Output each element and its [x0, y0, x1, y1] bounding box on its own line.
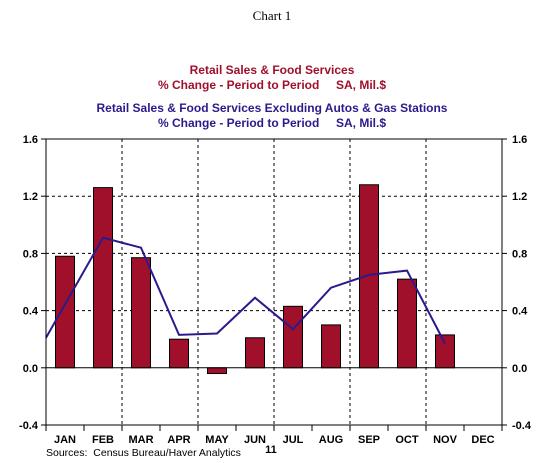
x-label-nov: NOV — [433, 434, 458, 446]
y-label-right-3: 0.8 — [512, 248, 527, 260]
x-axis: JAN FEB MAR APR MAY JUN JUL AUG SEP OCT NOV DEC — [54, 434, 495, 446]
title-line-3: Retail Sales & Food Services Excluding A… — [97, 101, 448, 115]
source-note: Sources: Census Bureau/Haver Analytics — [46, 447, 241, 459]
x-label-feb: FEB — [92, 434, 114, 446]
line-series — [45, 236, 446, 344]
x-label-apr: APR — [167, 434, 190, 446]
bar-nov — [435, 334, 455, 369]
y-label-right-1: 0.0 — [512, 363, 527, 375]
x-label-oct: OCT — [395, 434, 419, 446]
title-line-4: % Change - Period to Period SA, Mil.$ — [158, 116, 386, 130]
bar-jan — [55, 255, 75, 369]
bar-jul — [283, 305, 303, 369]
y-label-left-2: 0.4 — [23, 306, 39, 318]
y-label-left-3: 0.8 — [23, 248, 38, 260]
title-line-1: Retail Sales & Food Services — [190, 63, 355, 77]
chart-title: Retail Sales & Food Services % Change - … — [97, 63, 448, 130]
y-label-right-2: 0.4 — [512, 306, 528, 318]
x-label-may: MAY — [205, 434, 229, 446]
y-axis-left: -0.4 0.0 0.4 0.8 1.2 1.6 — [19, 134, 39, 432]
y-label-right-4: 1.2 — [512, 191, 527, 203]
y-axis-right: -0.4 0.0 0.4 0.8 1.2 1.6 — [512, 134, 532, 432]
bar-aug — [321, 324, 341, 369]
x-label-mar: MAR — [128, 434, 153, 446]
year-label: 11 — [265, 444, 277, 456]
title-line-2: % Change - Period to Period SA, Mil.$ — [158, 78, 386, 92]
x-label-aug: AUG — [319, 434, 343, 446]
bar-may — [207, 367, 227, 375]
x-label-sep: SEP — [358, 434, 380, 446]
bar-oct — [397, 278, 417, 369]
y-label-left-1: 0.0 — [23, 363, 38, 375]
bar-mar — [131, 257, 151, 369]
axis-ticks — [41, 138, 507, 431]
y-label-left-5: 1.6 — [23, 134, 38, 146]
bar-apr — [169, 338, 189, 369]
bar-series — [55, 184, 455, 375]
bar-jun — [245, 337, 265, 369]
grid-lines — [46, 139, 502, 425]
x-label-jan: JAN — [54, 434, 76, 446]
y-label-left-4: 1.2 — [23, 191, 38, 203]
page-title: Chart 1 — [253, 8, 292, 23]
y-label-right-5: 1.6 — [512, 134, 527, 146]
x-label-dec: DEC — [471, 434, 494, 446]
y-label-left-0: -0.4 — [19, 420, 39, 432]
bar-feb — [93, 187, 113, 369]
line-series-path — [45, 236, 446, 344]
y-label-right-0: -0.4 — [512, 420, 532, 432]
x-label-jun: JUN — [244, 434, 266, 446]
x-label-jul: JUL — [283, 434, 304, 446]
